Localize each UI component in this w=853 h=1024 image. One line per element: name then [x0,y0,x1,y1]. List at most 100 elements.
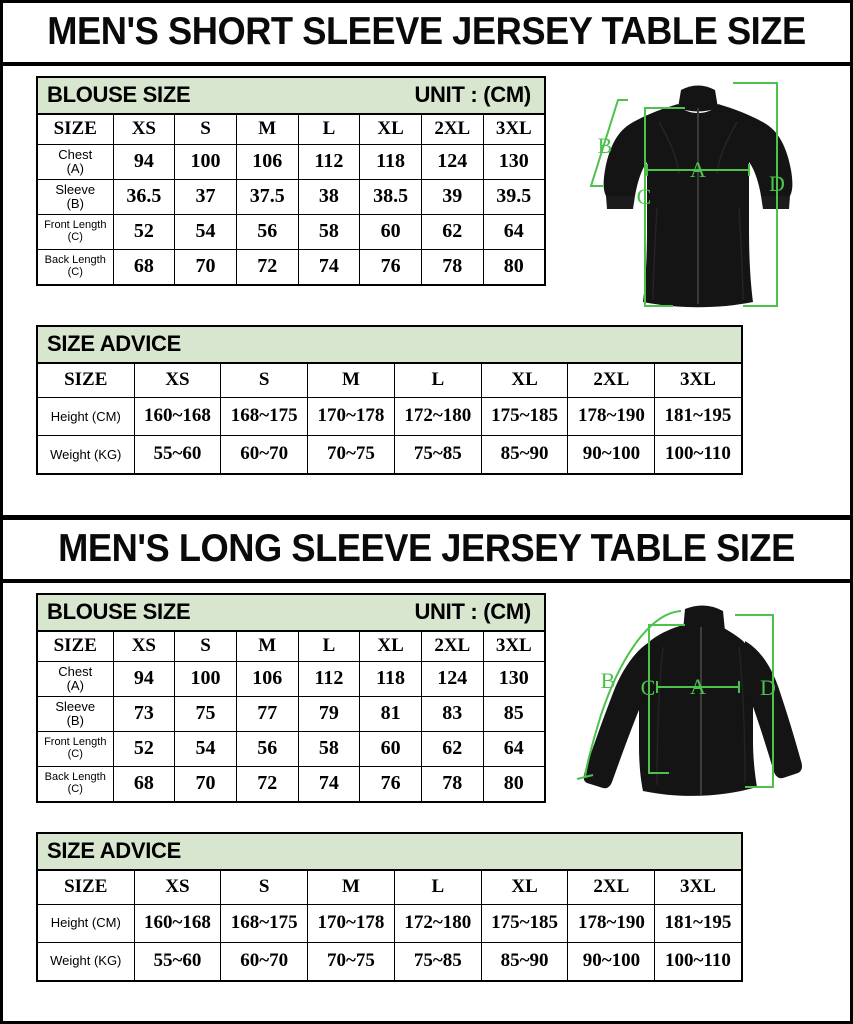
garment-shape-long-sleeve [583,604,802,796]
cell-chest-3xl: 130 [482,144,546,180]
table-row-chest: Chest (A) 94 100 106 112 118 124 130 [36,144,546,180]
blouse-unit-label: UNIT : (CM) [414,82,531,107]
table-header-row: SIZE XS S M L XL 2XL 3XL [36,630,546,662]
cell-weight-l: 75~85 [393,941,482,981]
row-label-height: Height (CM) [36,903,135,943]
cell-back-length-l: 74 [297,765,361,802]
cell-back-length-3xl: 80 [482,249,546,286]
table-header-row: SIZE XS S M L XL 2XL 3XL [36,113,546,145]
short-sleeve-jersey-svg: A B C D [589,82,793,308]
row-label-back-length-line2: (C) [67,266,83,278]
advice-caption-cell: SIZE ADVICE [36,832,743,871]
row-label-front-length-line2: (C) [67,231,83,243]
column-header-xl: XL [359,113,422,145]
cell-chest-3xl: 130 [482,660,546,697]
cell-back-length-l: 74 [297,249,361,286]
table-row-back-length: Back Length (C) 68 70 72 74 76 78 80 [36,249,546,286]
column-header-2xl: 2XL [420,630,484,662]
cell-weight-m: 70~75 [307,435,395,475]
cell-front-length-xl: 60 [359,730,422,767]
cell-height-s: 168~175 [220,903,309,943]
column-header-2xl: 2XL [420,113,484,145]
row-label-front-length-line2: (C) [67,747,83,760]
table-caption-row: BLOUSE SIZE UNIT : (CM) [36,76,546,115]
cell-sleeve-xl: 38.5 [359,179,422,215]
marker-label-d: D [760,675,776,700]
marker-label-d: D [769,171,785,196]
column-header-3xl: 3XL [482,113,546,145]
section-title-band-long-sleeve: MEN'S LONG SLEEVE JERSEY TABLE SIZE [3,519,850,583]
table-row-chest: Chest (A) 94 100 106 112 118 124 130 [36,660,546,697]
page-title-short-sleeve: MEN'S SHORT SLEEVE JERSEY TABLE SIZE [47,10,806,53]
column-header-2xl: 2XL [567,362,656,398]
column-header-2xl: 2XL [567,869,656,905]
blouse-unit-label: UNIT : (CM) [414,598,531,624]
column-header-size: SIZE [36,869,135,905]
cell-chest-xs: 94 [112,144,176,180]
cell-chest-xl: 118 [359,660,422,697]
cell-sleeve-m: 37.5 [235,179,299,215]
cell-weight-2xl: 90~100 [567,941,656,981]
table-row-sleeve: Sleeve (B) 73 75 77 79 81 83 85 [36,695,546,732]
section-long-sleeve: BLOUSE SIZE UNIT : (CM) SIZE XS S M L XL [3,583,850,1022]
cell-sleeve-3xl: 85 [482,695,546,732]
cell-height-xs: 160~168 [133,903,222,943]
column-header-m: M [235,630,299,662]
size-advice-table-short-sleeve: SIZE ADVICE SIZE XS S M L XL 2XL 3XL [36,325,743,475]
table-row-height: Height (CM) 160~168 168~175 170~178 172~… [36,397,743,436]
cell-back-length-3xl: 80 [482,765,546,802]
row-label-front-length: Front Length (C) [36,730,114,767]
column-header-xs: XS [133,869,222,905]
cell-chest-l: 112 [297,144,361,180]
cell-sleeve-xl: 81 [359,695,422,732]
row-label-weight: Weight (KG) [36,435,135,475]
row-label-sleeve: Sleeve (B) [36,695,114,732]
blouse-size-table-short-sleeve: BLOUSE SIZE UNIT : (CM) SIZE XS S M L XL [36,76,546,286]
column-header-m: M [235,113,299,145]
cell-height-m: 170~178 [307,397,395,436]
long-sleeve-figure-col: A B C D [546,593,850,820]
marker-bracket-b [589,99,628,187]
row-label-front-length-line1: Front Length [44,735,107,748]
blouse-caption-cell: BLOUSE SIZE UNIT : (CM) [36,76,546,115]
table-row-front-length: Front Length (C) 52 54 56 58 60 62 64 [36,214,546,250]
cell-back-length-xl: 76 [359,765,422,802]
blouse-caption-label: BLOUSE SIZE [47,598,191,624]
marker-label-c: C [641,675,656,700]
cell-weight-xl: 85~90 [480,941,569,981]
marker-bracket-c [647,623,685,774]
section-short-sleeve: BLOUSE SIZE UNIT : (CM) SIZE XS S M L XL [3,66,850,515]
column-header-l: L [393,869,482,905]
cell-front-length-xl: 60 [359,214,422,250]
table-row-back-length: Back Length (C) 68 70 72 74 76 78 80 [36,765,546,802]
marker-label-a: A [690,157,706,182]
section-title-band-short-sleeve: MEN'S SHORT SLEEVE JERSEY TABLE SIZE [3,3,850,66]
cell-back-length-2xl: 78 [420,249,484,286]
column-header-size: SIZE [36,630,114,662]
cell-weight-3xl: 100~110 [654,941,743,981]
table-caption-row: SIZE ADVICE [36,325,743,364]
measurement-markers-short-sleeve [589,82,778,307]
cell-weight-l: 75~85 [393,435,482,475]
cell-sleeve-s: 75 [174,695,237,732]
row-label-sleeve-line1: Sleeve [55,698,96,714]
cell-sleeve-2xl: 39 [420,179,484,215]
row-label-sleeve-line1: Sleeve [55,182,96,198]
cell-height-l: 172~180 [393,903,482,943]
cell-chest-xs: 94 [112,660,176,697]
measurement-markers-long-sleeve [576,609,774,788]
column-header-xl: XL [480,362,569,398]
column-header-s: S [220,869,309,905]
row-label-sleeve: Sleeve (B) [36,179,114,215]
row-label-sleeve-line2: (B) [66,196,84,211]
cell-chest-m: 106 [235,144,299,180]
row-label-back-length-line1: Back Length [44,770,106,783]
cell-back-length-xs: 68 [112,249,176,286]
cell-weight-xs: 55~60 [133,435,222,475]
column-header-s: S [220,362,309,398]
row-label-chest: Chest (A) [36,660,114,697]
cell-height-l: 172~180 [393,397,482,436]
marker-tick-b-end [576,773,594,780]
column-header-xl: XL [480,869,569,905]
cell-sleeve-m: 77 [235,695,299,732]
